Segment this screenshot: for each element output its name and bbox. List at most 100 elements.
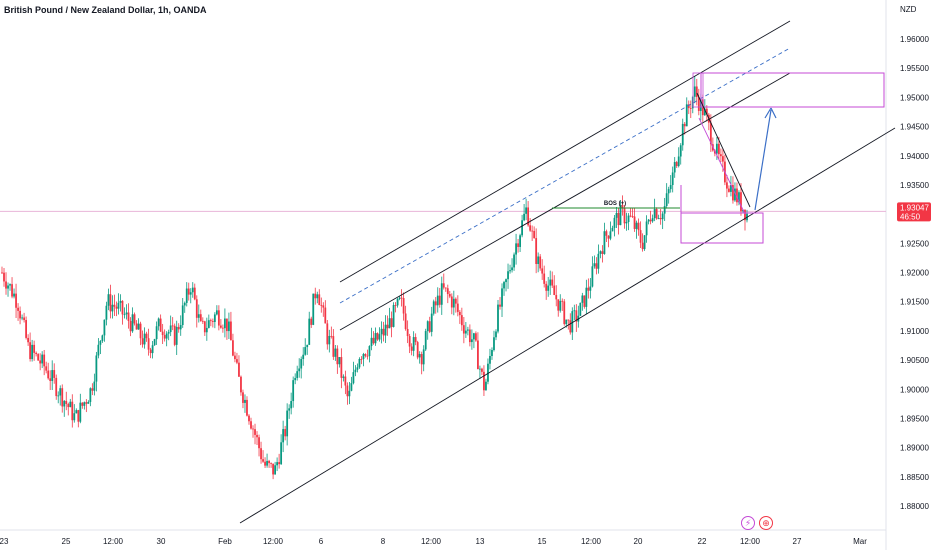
y-tick-label: 1.88000 <box>900 502 929 511</box>
candle-body <box>529 225 532 231</box>
candle-body <box>179 325 182 330</box>
candle-body <box>643 235 646 250</box>
currency-label: NZD <box>900 5 917 14</box>
candle-body <box>143 333 146 345</box>
candle-body <box>507 271 509 280</box>
candle-body <box>434 301 437 306</box>
candle-body <box>587 287 590 291</box>
candle-body <box>97 344 100 356</box>
candle-body <box>302 354 305 360</box>
candle-body <box>159 318 162 332</box>
candle-body <box>462 325 465 334</box>
candle-body <box>677 156 680 167</box>
candle-body <box>37 354 40 361</box>
candle-body <box>228 321 230 332</box>
candle-body <box>452 298 455 308</box>
price-tag-box <box>897 202 931 222</box>
candle-body <box>509 270 511 272</box>
candle-body <box>31 344 34 360</box>
candle-body <box>318 294 321 305</box>
candle-body <box>458 311 461 316</box>
candle-body <box>432 301 435 314</box>
candle-body <box>324 307 327 324</box>
candle-body <box>87 401 90 404</box>
candle-body <box>420 354 423 365</box>
candle-body <box>404 313 407 330</box>
candle-body <box>675 162 678 167</box>
candle-body <box>579 302 582 316</box>
candle-body <box>270 463 272 464</box>
candle-body <box>392 305 395 327</box>
candle-body <box>256 434 258 438</box>
x-tick-label: Mar <box>853 537 867 546</box>
x-tick-label: Feb <box>218 537 232 546</box>
candle-body <box>316 294 319 299</box>
candle-body <box>645 221 648 236</box>
candle-body <box>659 218 662 220</box>
candle-body <box>388 318 391 329</box>
candle-body <box>63 400 66 407</box>
candle-body <box>380 328 383 335</box>
candle-body <box>521 220 523 236</box>
candle-body <box>623 207 626 224</box>
candle-body <box>129 321 132 332</box>
candle-body <box>175 326 178 345</box>
candle-body <box>537 256 540 264</box>
candle-body <box>284 429 287 437</box>
candle-body <box>422 349 425 365</box>
candle-body <box>280 442 283 465</box>
candle-body <box>193 287 196 300</box>
candle-body <box>55 377 58 397</box>
candle-body <box>368 346 371 357</box>
candle-body <box>286 410 289 437</box>
candle-body <box>605 231 608 236</box>
candle-body <box>430 313 433 332</box>
candle-body <box>75 410 78 414</box>
candle-body <box>71 401 74 421</box>
candle-body <box>23 317 25 321</box>
candle-body <box>400 297 403 299</box>
candle-body <box>559 300 562 311</box>
candle-body <box>575 310 578 322</box>
candle-body <box>481 368 483 372</box>
x-tick-label: 15 <box>538 537 547 546</box>
candle-body <box>499 304 501 307</box>
candle-body <box>503 282 505 289</box>
candle-body <box>93 381 96 391</box>
y-tick-label: 1.89500 <box>900 414 929 423</box>
candle-body <box>597 253 600 269</box>
candle-body <box>603 231 606 254</box>
y-tick-label: 1.96000 <box>900 35 929 44</box>
candle-body <box>300 359 303 369</box>
lightning-icon[interactable]: ⚡ <box>741 516 755 530</box>
candle-body <box>85 402 88 404</box>
x-tick-label: 27 <box>793 537 802 546</box>
candle-body <box>79 402 82 422</box>
candle-body <box>51 370 54 381</box>
candle-body <box>187 288 190 295</box>
candle-body <box>45 366 48 371</box>
candle-body <box>661 213 664 220</box>
candle-body <box>215 310 218 315</box>
candle-body <box>25 320 27 338</box>
candle-body <box>426 321 429 332</box>
candle-body <box>356 367 359 370</box>
candle-body <box>238 362 240 377</box>
y-tick-label: 1.92500 <box>900 239 929 248</box>
channel-middle-line <box>339 72 791 331</box>
x-tick-label: 25 <box>62 537 71 546</box>
candle-body <box>613 217 616 228</box>
y-tick-label: 1.90500 <box>900 356 929 365</box>
globe-icon[interactable]: ⊕ <box>759 516 773 530</box>
candle-body <box>230 321 232 341</box>
candle-body <box>382 328 385 336</box>
projection-arrow-head <box>764 107 777 119</box>
candle-body <box>312 293 315 325</box>
candle-body <box>296 371 299 379</box>
price-tag-countdown: 46:50 <box>900 212 921 221</box>
candle-body <box>103 319 106 336</box>
candle-body <box>3 272 5 282</box>
candle-body <box>91 388 94 391</box>
